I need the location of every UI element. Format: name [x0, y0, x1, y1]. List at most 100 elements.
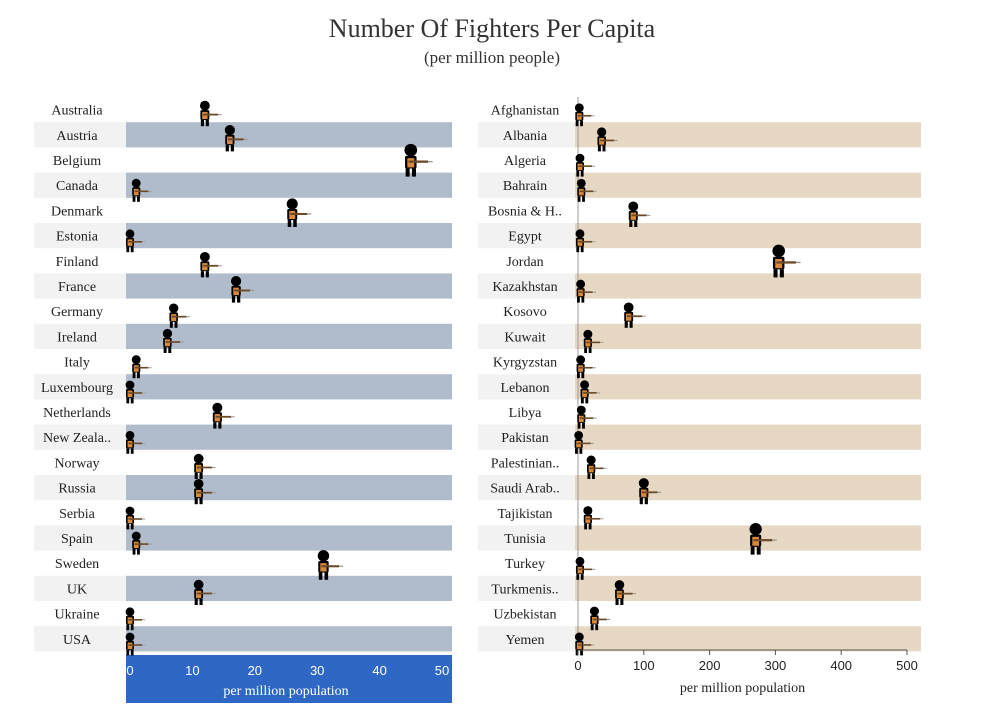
country-label: Albania — [503, 129, 548, 144]
fighter-point — [131, 355, 152, 379]
fighter-point — [125, 506, 146, 530]
tick-label: 400 — [830, 658, 852, 673]
country-label: UK — [67, 582, 87, 597]
fighter-point — [125, 229, 146, 253]
tick-label: 100 — [633, 658, 655, 673]
row-label-band — [478, 122, 575, 148]
row-band — [575, 223, 921, 249]
country-label: Denmark — [51, 204, 103, 219]
row-band — [126, 223, 452, 249]
country-label: Kyrgyzstan — [493, 356, 557, 371]
fighter-point — [576, 279, 596, 303]
country-label: Kuwait — [504, 330, 545, 345]
row-band — [575, 525, 921, 551]
country-label: New Zeala.. — [43, 431, 111, 446]
fighter-point — [404, 143, 433, 177]
country-label: Turkmenis.. — [491, 582, 558, 597]
country-label: Jordan — [506, 255, 543, 270]
country-label: Australia — [51, 104, 103, 119]
country-label: Egypt — [508, 230, 542, 245]
row-band — [126, 575, 452, 601]
tick-label: 40 — [372, 663, 386, 678]
fighter-point — [586, 455, 607, 479]
country-label: Uzbekistan — [494, 608, 557, 623]
fighter-point — [614, 580, 637, 605]
row-band — [575, 374, 921, 400]
row-label-band — [34, 575, 126, 601]
chart-subtitle: (per million people) — [424, 48, 560, 67]
row-band — [575, 273, 921, 299]
row-label-band — [478, 273, 575, 299]
tick-label: 200 — [699, 658, 721, 673]
fighter-point — [199, 100, 222, 127]
row-band — [126, 172, 452, 198]
country-label: Ukraine — [54, 608, 99, 623]
fighter-point — [131, 178, 152, 202]
country-label: Netherlands — [43, 406, 111, 421]
row-band — [126, 273, 452, 299]
country-label: Bahrain — [503, 179, 547, 194]
row-band — [126, 424, 452, 450]
row-label-band — [478, 626, 575, 652]
fighter-point — [193, 579, 216, 605]
fighter-point — [576, 355, 596, 379]
tick-label: 20 — [248, 663, 262, 678]
tick-label: 0 — [574, 658, 581, 673]
country-label: Estonia — [56, 230, 99, 245]
country-label: Kosovo — [503, 305, 547, 320]
fighter-point — [589, 606, 611, 631]
row-label-band — [34, 475, 126, 501]
fighter-point — [597, 127, 618, 152]
row-band — [575, 626, 921, 652]
tick-label: 50 — [435, 663, 449, 678]
row-label-band — [478, 575, 575, 601]
row-label-band — [34, 374, 126, 400]
country-label: Austria — [56, 129, 98, 144]
country-label: Turkey — [505, 557, 545, 572]
country-label: Italy — [64, 356, 90, 371]
country-label: Luxembourg — [41, 381, 113, 396]
fighter-point — [125, 607, 146, 631]
country-label: Bosnia & H.. — [488, 204, 562, 219]
country-label: Tajikistan — [497, 507, 552, 522]
row-band — [575, 575, 921, 601]
row-label-band — [34, 323, 126, 349]
country-label: Algeria — [504, 154, 547, 169]
fighter-point — [583, 506, 604, 530]
fighter-point — [575, 229, 596, 253]
fighter-point — [772, 244, 801, 278]
tick-label: 30 — [310, 663, 324, 678]
country-label: Spain — [61, 532, 93, 547]
fighter-point — [574, 632, 595, 656]
fighter-point — [583, 329, 604, 353]
row-label-band — [478, 424, 575, 450]
country-label: Saudi Arab.. — [490, 482, 560, 497]
country-label: Ireland — [57, 330, 97, 345]
fighter-point — [193, 453, 216, 479]
fighter-point — [286, 198, 312, 227]
row-band — [126, 626, 452, 652]
fighter-point — [580, 380, 600, 404]
row-band — [575, 172, 921, 198]
fighter-point — [317, 550, 344, 580]
row-band — [575, 122, 921, 148]
fighter-point — [162, 328, 184, 353]
fighter-point — [628, 201, 651, 227]
x-axis-label: per million population — [223, 684, 348, 699]
fighter-point — [576, 178, 597, 202]
row-band — [575, 475, 921, 501]
country-label: Germany — [51, 305, 103, 320]
fighter-point — [638, 478, 662, 505]
row-label-band — [478, 323, 575, 349]
row-label-band — [34, 273, 126, 299]
row-band — [126, 122, 452, 148]
row-band — [126, 323, 452, 349]
fighter-point — [224, 125, 248, 152]
fighter-point — [623, 302, 646, 328]
row-label-band — [478, 374, 575, 400]
row-band — [126, 374, 452, 400]
country-label: Pakistan — [501, 431, 548, 446]
chart-title: Number Of Fighters Per Capita — [328, 14, 656, 43]
